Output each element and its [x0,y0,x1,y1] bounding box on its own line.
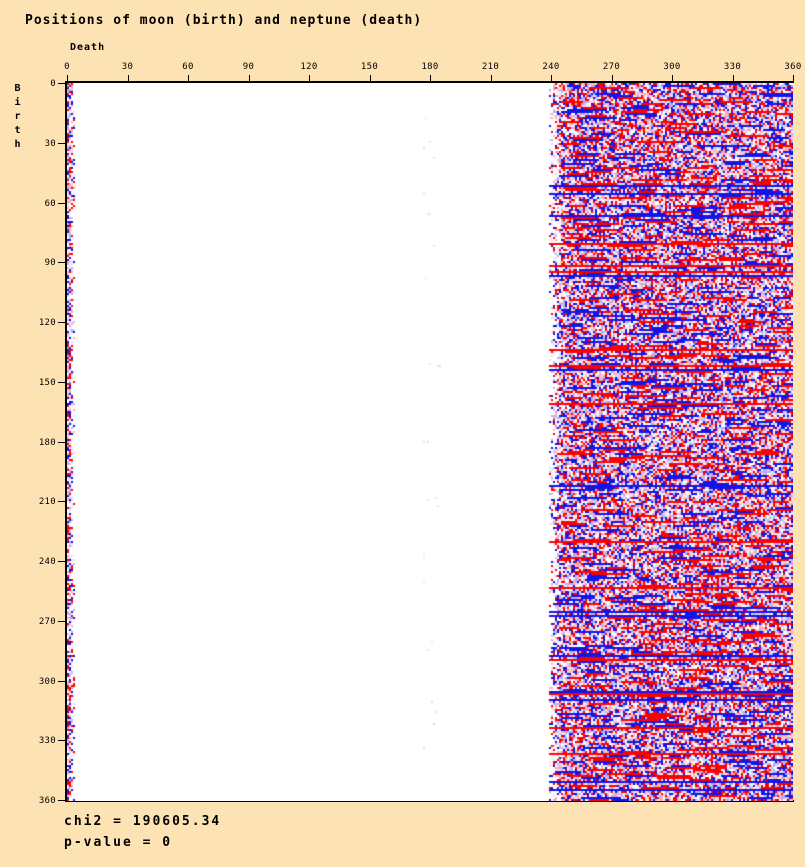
y-tick-label: 240 [38,557,56,567]
y-tick-label: 180 [38,437,56,448]
x-tick-mark [490,75,492,82]
x-tick-label: 240 [542,62,560,72]
chart-title: Positions of moon (birth) and neptune (d… [25,13,423,28]
x-tick-mark [551,75,552,82]
y-tick-label: 330 [38,736,56,747]
y-tick-label: 210 [38,497,56,508]
y-tick-label: 150 [38,377,56,388]
x-tick-mark [672,75,673,82]
x-axis-bottom-line [65,800,794,802]
y-tick-mark [58,322,65,323]
x-tick-mark [127,75,129,82]
x-tick-mark [309,75,310,82]
x-tick-mark [188,75,189,82]
y-tick-mark [58,202,65,204]
y-tick-label: 60 [44,198,56,209]
x-tick-label: 30 [121,62,134,72]
y-tick-mark [58,620,65,622]
x-axis-line [65,81,794,83]
x-tick-label: 270 [602,62,621,72]
y-tick-mark [58,262,65,264]
x-tick-mark [248,75,250,82]
y-tick-label: 300 [38,676,56,687]
y-axis-title: Birth [12,83,23,153]
x-tick-mark [369,75,371,82]
x-tick-mark [67,75,68,82]
p-value-stat: p-value = 0 [64,835,173,850]
x-tick-mark [732,75,734,82]
y-tick-mark [58,142,65,144]
y-tick-mark [58,680,65,682]
x-tick-label: 180 [421,62,439,72]
y-tick-mark [58,381,65,383]
y-tick-label: 360 [38,796,56,806]
y-tick-mark [58,501,65,503]
y-tick-label: 0 [50,79,56,89]
y-tick-label: 90 [44,258,56,269]
y-tick-mark [58,800,65,801]
x-tick-label: 210 [481,62,500,72]
x-tick-label: 0 [64,62,70,72]
x-tick-mark [430,75,431,82]
y-axis-line [65,81,67,802]
y-tick-mark [58,561,65,562]
x-tick-mark [611,75,613,82]
heatmap-canvas [67,83,793,801]
y-tick-label: 270 [38,616,56,627]
x-tick-label: 300 [663,62,681,72]
y-tick-mark [58,740,65,742]
x-axis-title: Death [70,42,106,53]
x-tick-label: 360 [784,62,802,72]
x-tick-label: 60 [182,62,194,72]
y-tick-label: 120 [38,318,56,328]
y-tick-mark [58,83,65,84]
x-tick-label: 150 [360,62,379,72]
x-tick-mark [793,75,794,82]
y-tick-mark [58,441,65,443]
y-tick-label: 30 [44,138,56,149]
x-tick-label: 120 [300,62,318,72]
x-tick-label: 330 [723,62,742,72]
x-tick-label: 90 [242,62,255,72]
chi2-stat: chi2 = 190605.34 [64,814,222,829]
